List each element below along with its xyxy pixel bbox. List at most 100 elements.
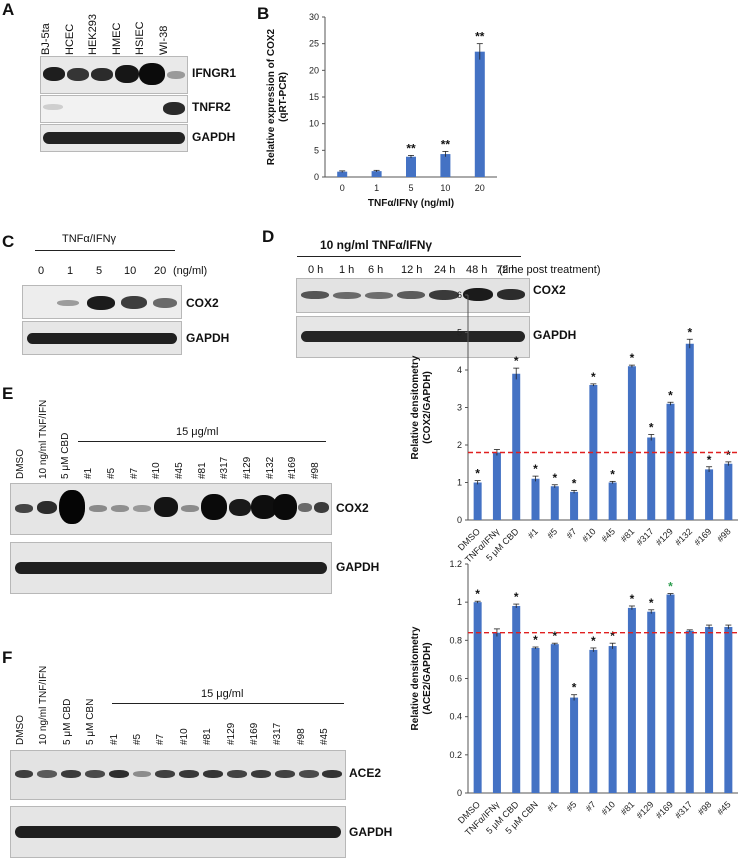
time-label: 6 h [368,264,384,276]
chart-e-significance: * [726,448,731,462]
panel-e-lane-label: 10 ng/ml TNF/IFN [37,399,49,479]
panel-d-label: D [262,227,275,246]
chart-e-x-tick-label: #5 [545,526,559,540]
chart-b-y-label-line: Relative expression of COX2 [266,28,277,165]
blot-c-gapdh [22,321,182,355]
panel-c-treatment: TNFα/IFNγ [62,233,117,245]
chart-f-bar [627,607,636,793]
panel-f-lane-label: #1 [108,733,120,745]
chart-f-y-tick-label: 1 [457,597,462,607]
chart-e-y-tick-label: 2 [457,440,462,450]
chart-b-y-tick-label: 25 [309,39,319,49]
chart-e-bar [589,385,598,520]
chart-f-significance: * [610,629,615,643]
chart-f-y-label-line: Relative densitometry [410,626,421,730]
chart-b-y-tick-label: 20 [309,65,319,75]
chart-e-y-tick-label: 1 [457,478,462,488]
panel-f-lane-label: DMSO [15,715,26,745]
panel-d-treatment: 10 ng/ml TNFα/IFNγ [320,238,433,252]
time-label: 12 h [401,264,423,276]
chart-b: 0 5 10 15 20 25 30 0 1 ** 5 ** 10 ** 20 Relative expres… [266,12,497,209]
panel-c-label: C [2,232,15,251]
row-label-c-cox2: COX2 [186,296,219,310]
chart-e-y-tick-label: 3 [457,403,462,413]
chart-e-bar [627,366,636,520]
chart-b-significance: ** [475,30,485,44]
panel-d-note: (time post treatment) [499,264,601,276]
chart-e-significance: * [649,421,654,435]
time-label: 0 h [308,264,324,276]
chart-e-x-tick-label: #169 [692,526,713,547]
panel-e-lane-label: #81 [196,462,208,479]
chart-e-x-tick-label: #317 [634,526,655,547]
chart-f-bar [473,602,482,793]
chart-f-bar [685,630,694,793]
chart-f-significance: * [572,681,577,695]
chart-e-y-tick-label: 4 [457,365,462,375]
chart-b-y-tick-label: 5 [314,145,319,155]
panel-f-lane-label: #317 [272,722,284,745]
panel-e-lane-label: 5 μM CBD [60,432,72,479]
panel-c-underline [35,250,175,251]
row-label-e-gapdh: GAPDH [336,560,380,574]
panel-f-lane-label: #7 [155,733,167,745]
chart-f-bar [512,605,521,793]
chart-e-bar [647,437,656,520]
chart-b-y-tick-label: 15 [309,92,319,102]
chart-e-y-tick-label: 0 [457,515,462,525]
row-label-tnfr2: TNFR2 [192,100,231,114]
panel-b-label: B [257,4,270,23]
chart-e-bar [550,486,559,520]
chart-f-bar [608,646,617,793]
panel-e-conc: 15 μg/ml [176,426,219,438]
chart-b-y-tick-label: 10 [309,119,319,129]
panel-a-lane-label: HSIEC [134,21,146,55]
time-label: 1 h [339,264,355,276]
chart-e-significance: * [552,471,557,485]
panel-f-lane-label: 5 μM CBD [61,698,73,745]
chart-b-significance: ** [441,137,451,151]
panel-f-lane-label: #129 [225,722,237,745]
row-label-f-gapdh: GAPDH [349,825,393,839]
chart-f-significance: * [475,587,480,601]
chart-b-bar [337,171,348,177]
panel-e-lane-label: #129 [242,456,253,479]
chart-f-bar [492,632,501,793]
chart-b-x-tick-label: 5 [408,183,413,193]
time-label: 48 h [466,264,488,276]
blot-e-gapdh [10,542,332,594]
panel-f-label: F [2,648,13,667]
panel-f-lane-label: 5 μM CBN [85,698,97,745]
chart-f-bar [531,647,540,793]
chart-f-x-tick-label: #317 [673,799,694,820]
chart-e-significance: * [475,467,480,481]
chart-e-y-label-line: Relative densitometry [410,355,421,459]
chart-e-bar [473,482,482,520]
chart-e-bar [492,452,501,520]
row-label-d-cox2: COX2 [533,283,566,297]
chart-f-bar [666,594,675,793]
chart-f-y-tick-label: 1.2 [449,559,462,569]
panel-f-conc: 15 μg/ml [201,688,244,700]
chart-e-significance: * [687,325,692,339]
chart-f-significance: * [630,592,635,606]
row-label-d-gapdh: GAPDH [533,328,577,342]
panel-d-underline [297,256,521,257]
chart-e-bar [608,482,617,520]
panel-e-lane-label: #10 [151,462,163,479]
chart-b-y-label-line: (qRT-PCR) [278,72,289,122]
chart-f-x-tick-label: #10 [599,799,617,817]
chart-e-y-label-line: (COX2/GAPDH) [422,371,433,444]
chart-b-x-label: TNFα/IFNγ (ng/ml) [368,198,454,209]
chart-e-significance: * [533,462,538,476]
chart-f-x-tick-label: #45 [715,799,733,817]
time-label: 24 h [434,264,456,276]
chart-f-x-tick-label: #129 [634,799,655,820]
dose-label: 5 [96,265,103,277]
chart-f-bar [724,626,733,793]
time-label: 72 h [496,264,518,276]
chart-f-y-label: Relative densitometry(ACE2/GAPDH) [410,626,433,730]
chart-b-x-tick-label: 0 [340,183,345,193]
chart-e-significance: * [630,351,635,365]
chart-e-y-label: Relative densitometry(COX2/GAPDH) [410,355,433,459]
